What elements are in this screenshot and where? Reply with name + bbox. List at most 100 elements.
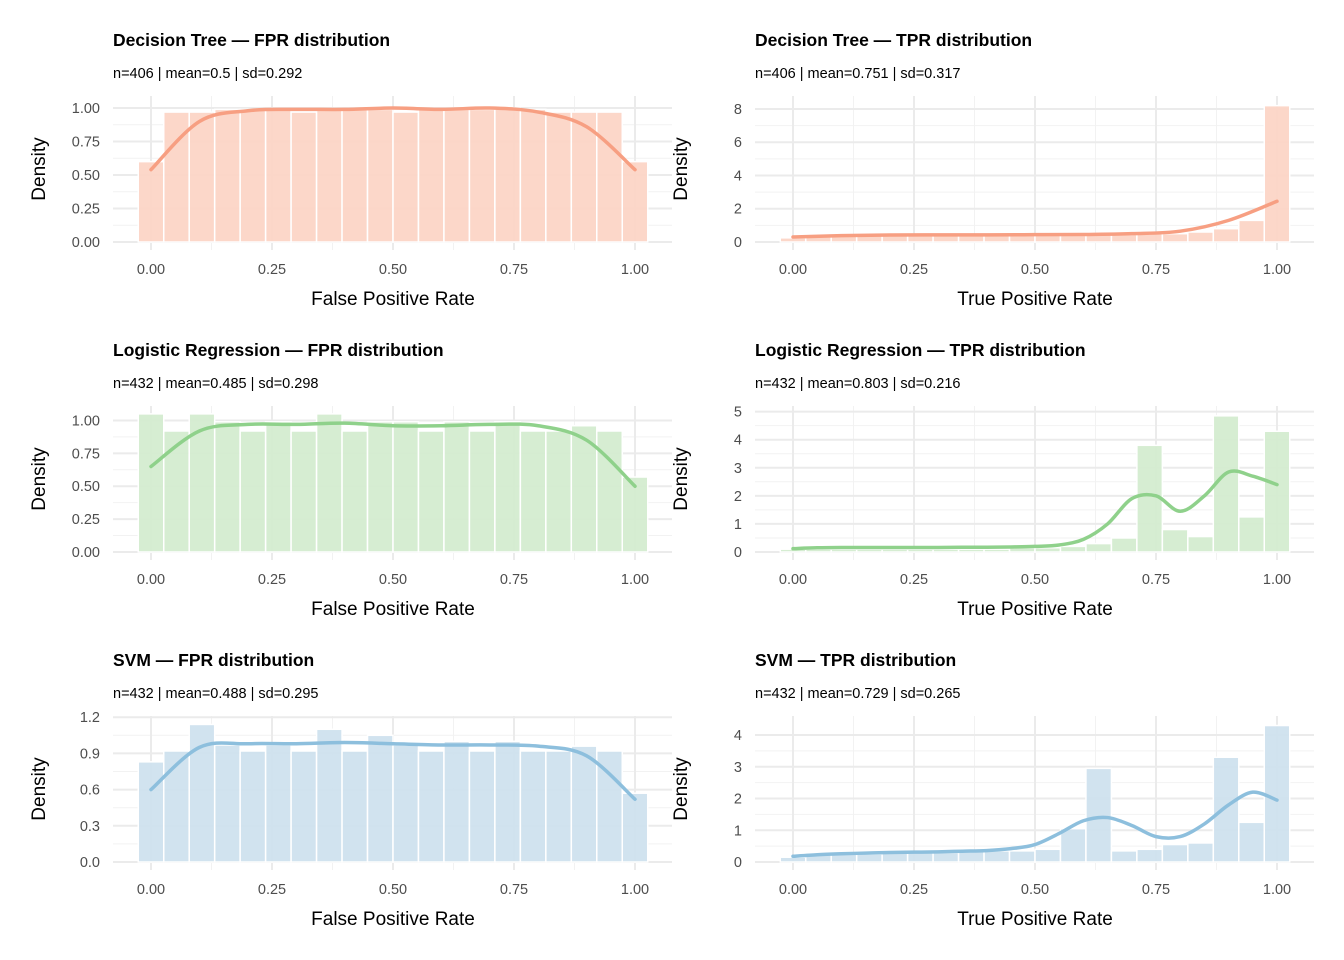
y-tick-label: 1 — [734, 823, 742, 839]
y-tick-label: 0 — [734, 855, 742, 871]
y-tick-label: 1.2 — [80, 710, 100, 726]
histogram-bar — [137, 761, 165, 863]
y-tick-label: 1 — [734, 517, 742, 533]
histogram-bar — [1085, 542, 1113, 553]
histogram-bar — [264, 421, 292, 553]
panel-3: Logistic Regression — TPR distribution n=… — [671, 340, 1314, 620]
histogram-bar — [341, 108, 369, 243]
x-tick-label: 0.50 — [1021, 572, 1049, 588]
x-tick-label: 0.75 — [1142, 882, 1170, 898]
histogram-bar — [137, 413, 165, 553]
histogram-bar — [830, 548, 858, 553]
histogram-bar — [519, 108, 547, 243]
x-tick-label: 0.25 — [258, 572, 286, 588]
density-curve — [791, 199, 1279, 239]
y-tick-label: 0 — [734, 545, 742, 561]
x-tick-label: 1.00 — [1263, 262, 1291, 278]
histogram-bar — [239, 108, 267, 243]
histogram-bar — [417, 108, 445, 243]
y-axis-title: Density — [671, 447, 692, 511]
histogram-bar — [881, 548, 909, 553]
panel-4: SVM — FPR distribution n=432 | mean=0.488… — [29, 650, 672, 930]
y-tick-label: 0.75 — [72, 135, 100, 151]
x-tick-label: 0.50 — [1021, 882, 1049, 898]
histogram-bar — [855, 853, 883, 863]
y-tick-label: 0.25 — [72, 202, 100, 218]
y-axis-title: Density — [671, 137, 692, 201]
y-tick-label: 1.00 — [72, 101, 100, 117]
histogram-bar — [494, 107, 522, 243]
histogram-bar — [392, 421, 420, 553]
histogram-bar — [1212, 756, 1240, 863]
panel-subtitle: n=432 | mean=0.803 | sd=0.216 — [755, 376, 960, 392]
y-tick-label: 0.00 — [72, 545, 100, 561]
histogram-bar — [1085, 767, 1113, 863]
histogram-bar — [366, 734, 394, 863]
x-tick-label: 0.75 — [1142, 572, 1170, 588]
histogram-bar — [494, 421, 522, 553]
histogram-bar — [1161, 528, 1189, 553]
density-curve — [149, 740, 637, 802]
x-tick-label: 0.75 — [500, 882, 528, 898]
x-tick-label: 0.25 — [900, 882, 928, 898]
histogram-bar — [417, 430, 445, 553]
x-tick-label: 0.50 — [1021, 262, 1049, 278]
histogram-bar — [366, 108, 394, 243]
y-tick-label: 5 — [734, 405, 742, 421]
histogram-bar — [545, 111, 573, 243]
y-tick-label: 0.00 — [72, 235, 100, 251]
histogram-bar — [443, 740, 471, 863]
y-axis-title: Density — [29, 447, 50, 511]
x-axis-title: False Positive Rate — [311, 599, 475, 620]
histogram-bar — [1187, 535, 1215, 553]
histogram-bar — [1110, 850, 1138, 863]
histogram-bar — [1263, 724, 1291, 863]
histogram-bar — [1263, 430, 1291, 553]
y-axis-title: Density — [29, 137, 50, 201]
panel-title: Logistic Regression — FPR distribution — [113, 340, 444, 360]
panel-subtitle: n=432 | mean=0.729 | sd=0.265 — [755, 686, 960, 702]
y-tick-label: 1.00 — [72, 413, 100, 429]
y-tick-label: 2 — [734, 792, 742, 808]
histogram-bar — [1187, 231, 1215, 243]
density-curve — [791, 790, 1279, 859]
histogram-bar — [468, 750, 496, 863]
y-tick-label: 2 — [734, 489, 742, 505]
histogram-bar — [468, 108, 496, 243]
x-axis-title: True Positive Rate — [957, 289, 1113, 310]
histogram-bar — [1161, 232, 1189, 243]
histogram-bar — [1008, 850, 1036, 863]
y-tick-label: 0 — [734, 235, 742, 251]
histogram-bar — [596, 111, 624, 243]
histogram-bar — [341, 750, 369, 863]
histogram-bar — [932, 851, 960, 863]
y-tick-label: 0.50 — [72, 168, 100, 184]
histogram-bar — [1212, 227, 1240, 243]
histogram-bar — [1161, 843, 1189, 863]
x-tick-label: 0.75 — [500, 262, 528, 278]
x-tick-label: 0.00 — [779, 882, 807, 898]
histogram-bar — [213, 744, 241, 863]
x-tick-label: 0.25 — [900, 262, 928, 278]
x-tick-label: 1.00 — [621, 572, 649, 588]
density-curve — [149, 106, 637, 172]
x-tick-label: 0.25 — [900, 572, 928, 588]
histogram-bar — [957, 548, 985, 553]
y-tick-label: 0.3 — [80, 819, 100, 835]
histogram-bar — [1136, 848, 1164, 863]
x-tick-label: 0.50 — [379, 572, 407, 588]
y-tick-label: 3 — [734, 760, 742, 776]
density-curve — [791, 469, 1279, 551]
histogram-bar — [1238, 516, 1266, 553]
y-tick-label: 4 — [734, 168, 742, 184]
histogram-bar — [621, 792, 649, 863]
histogram-bar — [264, 108, 292, 243]
histogram-bar — [570, 745, 598, 863]
x-tick-label: 0.00 — [779, 262, 807, 278]
histogram-bar — [1238, 219, 1266, 243]
histogram-bar — [983, 850, 1011, 863]
panel-subtitle: n=406 | mean=0.5 | sd=0.292 — [113, 66, 302, 82]
x-tick-label: 0.00 — [779, 572, 807, 588]
x-tick-label: 1.00 — [1263, 882, 1291, 898]
